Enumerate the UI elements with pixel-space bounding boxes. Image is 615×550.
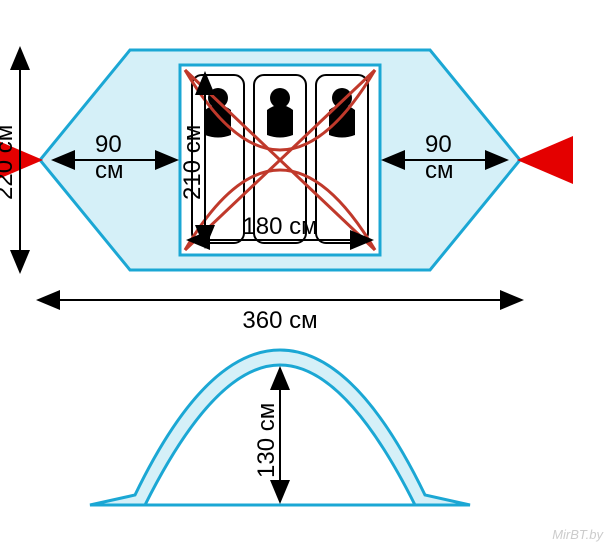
dim-height-total: 220 см [0, 125, 18, 200]
svg-text:см: см [425, 157, 454, 184]
watermark: MirBT.by [552, 527, 603, 542]
dim-tent-height: 130 см [253, 403, 280, 478]
dim-vestibule-left: 90 [95, 131, 122, 158]
tent-diagram: 220 см 90 см 90 см 210 см 180 см [0, 0, 615, 550]
dim-vestibule-right: 90 [425, 131, 452, 158]
side-view: 130 см [90, 350, 470, 505]
dim-width-total: 360 см [242, 307, 317, 334]
dim-inner-height: 210 см [179, 125, 206, 200]
dim-inner-width: 180 см [242, 213, 317, 240]
svg-text:см: см [95, 157, 124, 184]
